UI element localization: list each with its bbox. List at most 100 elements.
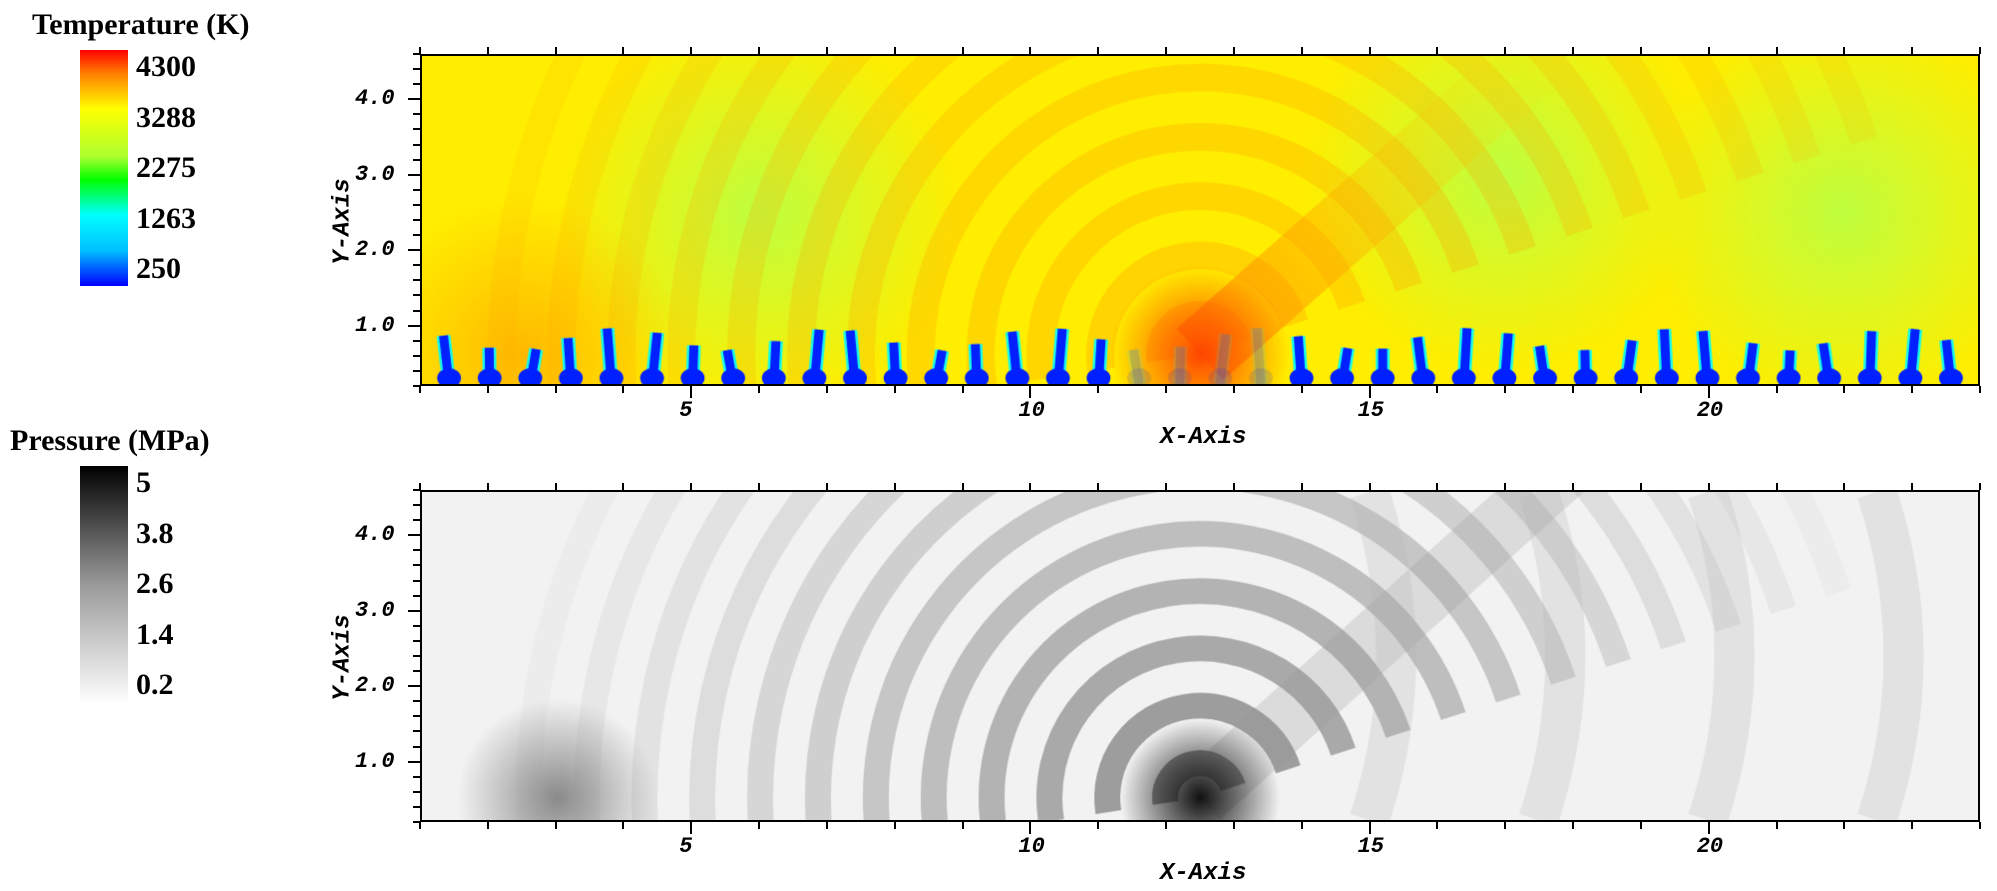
press-tick-4: 0.2: [136, 668, 174, 702]
y-minor-tick: [413, 83, 420, 85]
x-minor-tick-top: [1843, 47, 1845, 54]
x-minor-tick-top: [1640, 47, 1642, 54]
x-minor-tick-top: [1979, 483, 1981, 490]
y-tick-label: 4.0: [355, 86, 395, 111]
y-minor-tick: [413, 279, 420, 281]
pressure-legend-ticks: 5 3.8 2.6 1.4 0.2: [136, 466, 174, 702]
x-minor-tick: [622, 386, 624, 393]
pressure-plot: [420, 490, 1980, 822]
y-minor-tick: [413, 355, 420, 357]
y-tick-label: 3.0: [355, 162, 395, 187]
x-minor-tick-top: [962, 47, 964, 54]
x-minor-tick-top: [1708, 47, 1710, 54]
x-minor-tick-top: [1369, 47, 1371, 54]
y-minor-tick: [413, 610, 420, 612]
x-minor-tick: [1097, 386, 1099, 393]
x-tick-label: 20: [1697, 398, 1723, 423]
y-minor-tick: [413, 700, 420, 702]
x-minor-tick-top: [1301, 47, 1303, 54]
press-tick-1: 3.8: [136, 517, 174, 551]
y-minor-tick: [413, 776, 420, 778]
x-minor-tick-top: [1029, 47, 1031, 54]
x-minor-tick: [826, 822, 828, 829]
y-minor-tick: [413, 715, 420, 717]
x-minor-tick: [690, 822, 692, 829]
y-minor-tick: [413, 504, 420, 506]
x-minor-tick: [1911, 386, 1913, 393]
x-minor-tick: [1436, 386, 1438, 393]
x-minor-tick: [419, 386, 421, 393]
y-minor-tick: [413, 730, 420, 732]
pressure-legend-title: Pressure (MPa): [10, 424, 210, 458]
y-minor-tick: [413, 340, 420, 342]
x-minor-tick: [1843, 386, 1845, 393]
x-minor-tick-top: [1708, 483, 1710, 490]
press-tick-2: 2.6: [136, 567, 174, 601]
y-minor-tick: [413, 113, 420, 115]
temperature-plot-area: [422, 56, 1978, 384]
x-minor-tick-top: [1640, 483, 1642, 490]
y-minor-tick: [413, 325, 420, 327]
y-minor-tick: [413, 595, 420, 597]
x-minor-tick-top: [1097, 483, 1099, 490]
y-minor-tick: [413, 564, 420, 566]
y-minor-tick: [413, 53, 420, 55]
x-minor-tick-top: [555, 47, 557, 54]
x-minor-tick-top: [1097, 47, 1099, 54]
x-minor-tick: [1776, 822, 1778, 829]
x-minor-tick: [894, 822, 896, 829]
x-minor-tick: [1436, 822, 1438, 829]
x-minor-tick-top: [1911, 483, 1913, 490]
y-tick-label: 1.0: [355, 749, 395, 774]
x-minor-tick-top: [1436, 483, 1438, 490]
y-minor-tick: [413, 174, 420, 176]
x-minor-tick: [1165, 822, 1167, 829]
y-minor-tick: [413, 249, 420, 251]
x-minor-tick-top: [1029, 483, 1031, 490]
x-minor-tick-top: [1504, 483, 1506, 490]
x-minor-tick-top: [1369, 483, 1371, 490]
y-minor-tick: [413, 821, 420, 823]
pressure-legend: Pressure (MPa) 5 3.8 2.6 1.4 0.2: [10, 424, 210, 702]
y-tick-label: 2.0: [355, 237, 395, 262]
x-minor-tick-top: [1233, 483, 1235, 490]
y-minor-tick: [413, 685, 420, 687]
x-minor-tick: [1572, 386, 1574, 393]
x-minor-tick: [1504, 386, 1506, 393]
x-minor-tick: [1640, 386, 1642, 393]
x-minor-tick-top: [690, 483, 692, 490]
x-minor-tick: [826, 386, 828, 393]
y-minor-tick: [413, 310, 420, 312]
x-minor-tick: [555, 822, 557, 829]
x-minor-tick-top: [1572, 47, 1574, 54]
x-minor-tick: [1029, 386, 1031, 393]
y-minor-tick: [413, 791, 420, 793]
y-minor-tick: [413, 219, 420, 221]
y-minor-tick: [413, 128, 420, 130]
y-minor-tick: [413, 370, 420, 372]
x-minor-tick: [1979, 386, 1981, 393]
x-minor-tick: [894, 386, 896, 393]
x-axis-label: X-Axis: [1160, 860, 1246, 887]
temperature-legend: Temperature (K) 4300 3288 2275 1263 250: [32, 8, 249, 286]
y-tick-label: 4.0: [355, 522, 395, 547]
x-minor-tick: [1301, 822, 1303, 829]
y-minor-tick: [413, 670, 420, 672]
y-minor-tick: [413, 385, 420, 387]
x-minor-tick-top: [826, 47, 828, 54]
x-minor-tick: [962, 822, 964, 829]
x-minor-tick-top: [1436, 47, 1438, 54]
x-minor-tick: [962, 386, 964, 393]
x-minor-tick-top: [1165, 47, 1167, 54]
y-minor-tick: [413, 519, 420, 521]
x-minor-tick-top: [1979, 47, 1981, 54]
x-minor-tick: [758, 386, 760, 393]
temperature-plot: [420, 54, 1980, 386]
x-minor-tick: [487, 386, 489, 393]
y-tick-label: 1.0: [355, 313, 395, 338]
x-minor-tick-top: [894, 483, 896, 490]
y-minor-tick: [413, 761, 420, 763]
y-minor-tick: [413, 746, 420, 748]
x-minor-tick: [758, 822, 760, 829]
temperature-legend-ticks: 4300 3288 2275 1263 250: [136, 50, 196, 286]
